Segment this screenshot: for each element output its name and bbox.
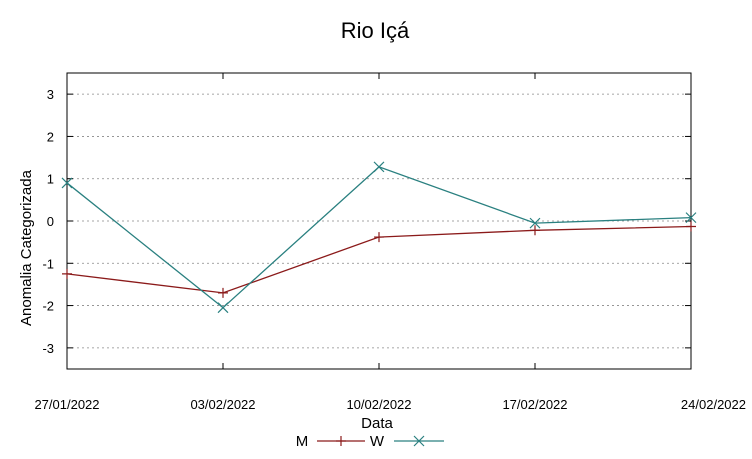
data-point-w <box>61 177 73 189</box>
data-point-m <box>218 287 228 298</box>
legend-label-m: M <box>296 433 309 450</box>
data-point-w <box>685 212 697 224</box>
legend-label-w: W <box>370 433 385 450</box>
data-point-m <box>62 268 72 279</box>
data-point-w <box>373 161 385 173</box>
x-tick-label: 03/02/2022 <box>190 397 255 412</box>
y-tick-label: -2 <box>42 299 54 314</box>
y-tick-label: 0 <box>47 214 54 229</box>
y-axis-ticks: 3 2 1 0 -1 -2 -3 <box>42 87 691 356</box>
x-axis-label: Data <box>361 415 393 432</box>
x-tick-label: 17/02/2022 <box>502 397 567 412</box>
y-tick-label: -1 <box>42 256 54 271</box>
x-tick-label: 24/02/2022 <box>681 397 746 412</box>
legend: M W <box>296 433 444 450</box>
data-point-m <box>686 221 696 232</box>
y-tick-label: 2 <box>47 129 54 144</box>
legend-marker-m <box>336 436 346 446</box>
data-point-w <box>217 302 229 314</box>
y-tick-label: 1 <box>47 172 54 187</box>
chart-title: Rio Içá <box>341 18 410 43</box>
series-group <box>61 161 697 314</box>
legend-marker-w <box>413 435 425 447</box>
y-tick-label: -3 <box>42 341 54 356</box>
y-tick-label: 3 <box>47 87 54 102</box>
y-axis-label: Anomalia Categorizada <box>18 169 35 326</box>
data-point-m <box>374 232 384 243</box>
x-tick-label: 27/01/2022 <box>34 397 99 412</box>
x-axis-ticks: 27/01/2022 03/02/2022 10/02/2022 17/02/2022… <box>34 73 746 412</box>
data-point-w <box>529 217 541 229</box>
data-point-m <box>530 225 540 236</box>
x-tick-label: 10/02/2022 <box>346 397 411 412</box>
